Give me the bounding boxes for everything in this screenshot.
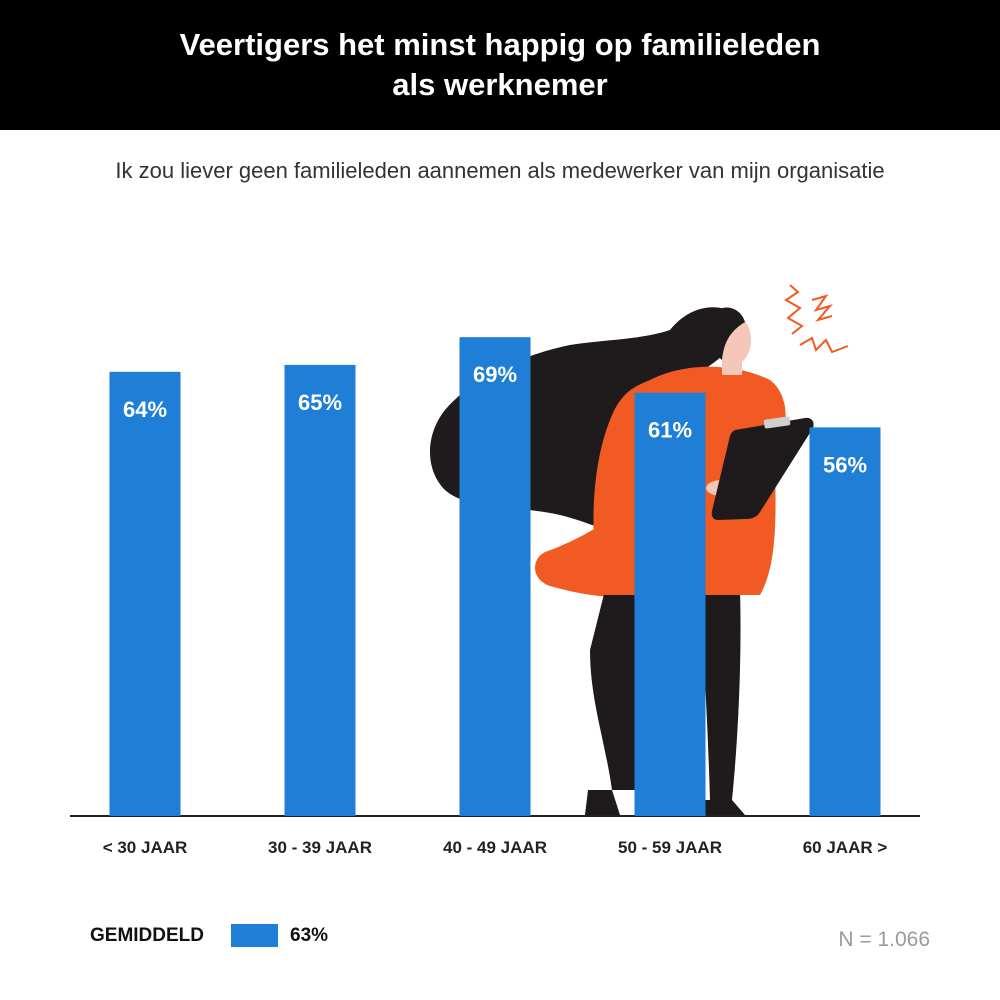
category-label-4: 50 - 59 JAAR xyxy=(618,838,722,857)
legs-shape xyxy=(590,590,645,790)
chart-title-line-1: Veertigers het minst happig op familiele… xyxy=(179,27,821,62)
category-label-1: < 30 JAAR xyxy=(103,838,188,857)
sample-size-note: N = 1.066 xyxy=(838,928,930,951)
bar-value-label-2: 65% xyxy=(298,390,342,415)
chart-title-line-2: als werknemer xyxy=(392,67,608,102)
hair-top-shape xyxy=(709,307,745,360)
legend-swatch xyxy=(231,924,278,947)
category-labels-group: < 30 JAAR 30 - 39 JAAR 40 - 49 JAAR 50 - 59… xyxy=(103,838,888,857)
chart-subtitle: Ik zou liever geen familieleden aannemen… xyxy=(115,158,885,183)
clipboard-clip-shape xyxy=(763,416,791,429)
leg-right-shape xyxy=(700,590,741,800)
bar-4 xyxy=(634,392,706,816)
shoe-left-shape xyxy=(585,790,620,815)
value-labels-group: 64% 65% 69% 61% 56% xyxy=(123,362,867,477)
bars-group xyxy=(109,337,881,816)
neck-shape xyxy=(722,355,742,375)
bar-3 xyxy=(459,337,531,816)
shoe-right-shape xyxy=(700,800,745,815)
category-label-3: 40 - 49 JAAR xyxy=(443,838,547,857)
bar-value-label-4: 61% xyxy=(648,418,692,443)
legend-value: 63% xyxy=(290,925,329,946)
category-label-2: 30 - 39 JAAR xyxy=(268,838,372,857)
clipboard-shape xyxy=(711,417,814,520)
bar-1 xyxy=(109,371,181,816)
chart-title: Veertigers het minst happig op familiele… xyxy=(120,25,880,105)
title-banner: Veertigers het minst happig op familiele… xyxy=(0,0,1000,130)
bar-5 xyxy=(809,427,881,816)
bar-value-label-5: 56% xyxy=(823,452,867,477)
bar-2 xyxy=(284,364,356,816)
bar-value-label-3: 69% xyxy=(473,362,517,387)
category-label-5: 60 JAAR > xyxy=(803,838,888,857)
stress-squiggles-icon xyxy=(784,284,849,354)
bar-value-label-1: 64% xyxy=(123,397,167,422)
legend-label: GEMIDDELD xyxy=(90,925,204,946)
